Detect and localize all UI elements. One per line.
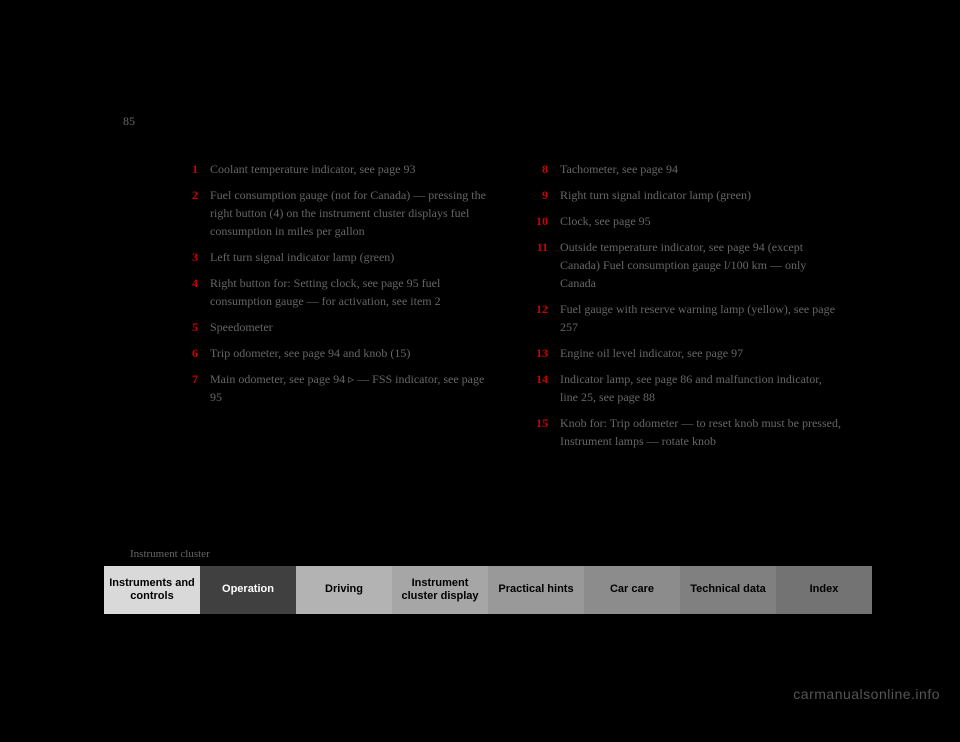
item-description: Main odometer, see page 94 ▹ — FSS indic… bbox=[210, 370, 492, 406]
list-item: 12 Fuel gauge with reserve warning lamp (… bbox=[532, 300, 842, 336]
list-item: 5 Speedometer bbox=[182, 318, 492, 336]
item-number: 13 bbox=[532, 344, 548, 362]
item-number: 3 bbox=[182, 248, 198, 266]
nav-tab[interactable]: Practical hints bbox=[488, 566, 584, 614]
item-number: 9 bbox=[532, 186, 548, 204]
list-item: 1 Coolant temperature indicator, see page… bbox=[182, 160, 492, 178]
tab-bar: Instruments and controlsOperationDriving… bbox=[104, 566, 872, 614]
list-item: 14 Indicator lamp, see page 86 and malfun… bbox=[532, 370, 842, 406]
list-item: 15 Knob for: Trip odometer — to reset kno… bbox=[532, 414, 842, 450]
nav-tab[interactable]: Operation bbox=[200, 566, 296, 614]
item-description: Right turn signal indicator lamp (green) bbox=[560, 186, 842, 204]
list-item: 7 Main odometer, see page 94 ▹ — FSS indi… bbox=[182, 370, 492, 406]
item-description: Left turn signal indicator lamp (green) bbox=[210, 248, 492, 266]
item-description: Right button for: Setting clock, see pag… bbox=[210, 274, 492, 310]
nav-tab[interactable]: Instruments and controls bbox=[104, 566, 200, 614]
item-description: Tachometer, see page 94 bbox=[560, 160, 842, 178]
item-number: 6 bbox=[182, 344, 198, 362]
item-number: 7 bbox=[182, 370, 198, 388]
item-description: Outside temperature indicator, see page … bbox=[560, 238, 842, 292]
item-number: 5 bbox=[182, 318, 198, 336]
list-item: 8 Tachometer, see page 94 bbox=[532, 160, 842, 178]
item-description: Knob for: Trip odometer — to reset knob … bbox=[560, 414, 842, 450]
list-item: 11 Outside temperature indicator, see pag… bbox=[532, 238, 842, 292]
list-item: 6 Trip odometer, see page 94 and knob (15… bbox=[182, 344, 492, 362]
left-column: 1 Coolant temperature indicator, see page… bbox=[182, 160, 492, 450]
item-description: Coolant temperature indicator, see page … bbox=[210, 160, 492, 178]
item-description: Engine oil level indicator, see page 97 bbox=[560, 344, 842, 362]
item-number: 15 bbox=[532, 414, 548, 432]
list-item: 4 Right button for: Setting clock, see pa… bbox=[182, 274, 492, 310]
item-number: 14 bbox=[532, 370, 548, 388]
item-number: 1 bbox=[182, 160, 198, 178]
nav-tab[interactable]: Driving bbox=[296, 566, 392, 614]
item-number: 11 bbox=[532, 238, 548, 256]
nav-tab[interactable]: Car care bbox=[584, 566, 680, 614]
content-area: 1 Coolant temperature indicator, see page… bbox=[182, 160, 842, 450]
list-item: 3 Left turn signal indicator lamp (green) bbox=[182, 248, 492, 266]
nav-tab[interactable]: Index bbox=[776, 566, 872, 614]
item-description: Fuel consumption gauge (not for Canada) … bbox=[210, 186, 492, 240]
page-number: 85 bbox=[123, 114, 135, 129]
item-number: 2 bbox=[182, 186, 198, 204]
item-description: Speedometer bbox=[210, 318, 492, 336]
item-number: 8 bbox=[532, 160, 548, 178]
nav-tab[interactable]: Instrument cluster display bbox=[392, 566, 488, 614]
item-description: Indicator lamp, see page 86 and malfunct… bbox=[560, 370, 842, 406]
list-item: 2 Fuel consumption gauge (not for Canada)… bbox=[182, 186, 492, 240]
item-number: 10 bbox=[532, 212, 548, 230]
right-column: 8 Tachometer, see page 94 9 Right turn sign… bbox=[532, 160, 842, 450]
list-item: 9 Right turn signal indicator lamp (green… bbox=[532, 186, 842, 204]
item-description: Clock, see page 95 bbox=[560, 212, 842, 230]
item-number: 4 bbox=[182, 274, 198, 292]
item-description: Fuel gauge with reserve warning lamp (ye… bbox=[560, 300, 842, 336]
list-item: 13 Engine oil level indicator, see page 9… bbox=[532, 344, 842, 362]
watermark: carmanualsonline.info bbox=[793, 686, 940, 702]
item-description: Trip odometer, see page 94 and knob (15) bbox=[210, 344, 492, 362]
item-number: 12 bbox=[532, 300, 548, 318]
list-item: 10 Clock, see page 95 bbox=[532, 212, 842, 230]
breadcrumb: Instrument cluster bbox=[130, 548, 210, 560]
nav-tab[interactable]: Technical data bbox=[680, 566, 776, 614]
